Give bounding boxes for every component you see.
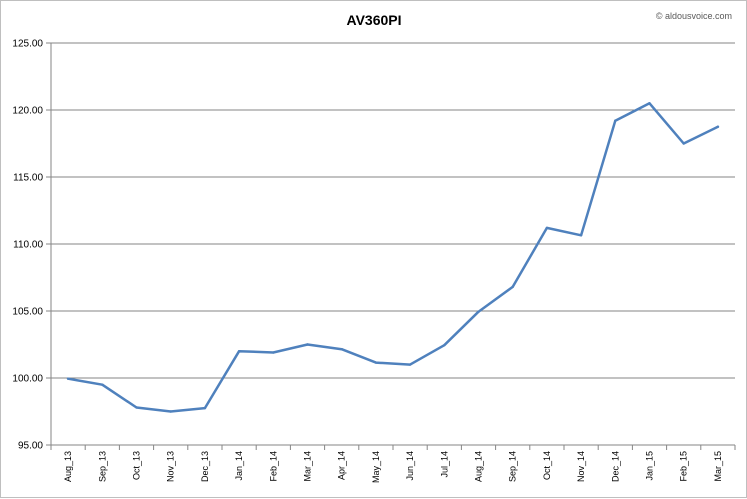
y-tick-label: 125.00	[12, 39, 43, 50]
x-tick-label: Jan_14	[234, 451, 244, 481]
data-point	[408, 363, 412, 366]
y-tick-label: 115.00	[13, 173, 43, 184]
y-tick-label: 95.00	[18, 441, 43, 452]
data-point	[203, 406, 207, 410]
x-tick-label: May_14	[371, 451, 381, 483]
y-tick-label: 105.00	[12, 307, 43, 318]
data-point	[272, 351, 275, 354]
x-tick-label: Nov_14	[576, 451, 586, 482]
data-point	[101, 383, 104, 386]
watermark-text: © aldousvoice.com	[656, 11, 732, 21]
data-point	[237, 350, 241, 353]
data-point	[443, 343, 446, 347]
x-tick-label: Feb_14	[268, 451, 278, 482]
data-point	[614, 119, 617, 122]
y-tick-label: 100.00	[12, 374, 43, 385]
data-point	[306, 343, 309, 346]
x-tick-label: Aug_14	[474, 451, 484, 482]
x-tick-label: Oct_13	[132, 451, 142, 480]
axes	[46, 42, 736, 450]
series-layer	[66, 102, 720, 413]
data-point	[648, 102, 651, 105]
y-tick-label: 120.00	[12, 106, 43, 117]
x-tick-label: Apr_14	[337, 451, 347, 480]
data-point	[66, 377, 70, 380]
x-tick-label: Nov_13	[166, 451, 176, 482]
x-axis-tick-labels: Aug_13 Sep_13 Oct_13 Nov_13 Dec_13 Jan_14 Feb_…	[63, 451, 723, 483]
data-point	[477, 310, 480, 313]
data-point	[682, 142, 685, 145]
x-tick-label: Sep_13	[97, 451, 107, 482]
data-point	[579, 234, 583, 237]
data-point	[135, 406, 138, 409]
series-line	[66, 102, 720, 413]
x-tick-label: Oct_14	[542, 451, 552, 480]
x-tick-label: Jan_15	[645, 451, 655, 481]
gridlines	[51, 42, 735, 379]
data-point	[374, 361, 378, 364]
x-tick-label: Sep_14	[508, 451, 518, 482]
data-point	[340, 347, 343, 351]
data-point	[716, 125, 720, 128]
y-axis-tick-labels: 95.00 100.00 105.00 110.00 115.00 120.00 125.0…	[12, 39, 43, 452]
x-tick-label: Dec_14	[610, 451, 620, 482]
data-point	[545, 226, 549, 230]
x-tick-label: Dec_13	[200, 451, 210, 482]
x-tick-label: Aug_13	[63, 451, 73, 482]
data-point	[169, 410, 172, 413]
chart-title: AV360PI	[347, 12, 402, 28]
y-tick-label: 110.00	[13, 240, 43, 251]
data-point	[511, 285, 514, 289]
x-tick-label: Jul_14	[439, 451, 449, 478]
x-tick-label: Mar_15	[713, 451, 723, 482]
x-tick-label: Feb_15	[679, 451, 689, 482]
x-tick-label: Jun_14	[405, 451, 415, 481]
x-tick-label: Mar_14	[303, 451, 313, 482]
